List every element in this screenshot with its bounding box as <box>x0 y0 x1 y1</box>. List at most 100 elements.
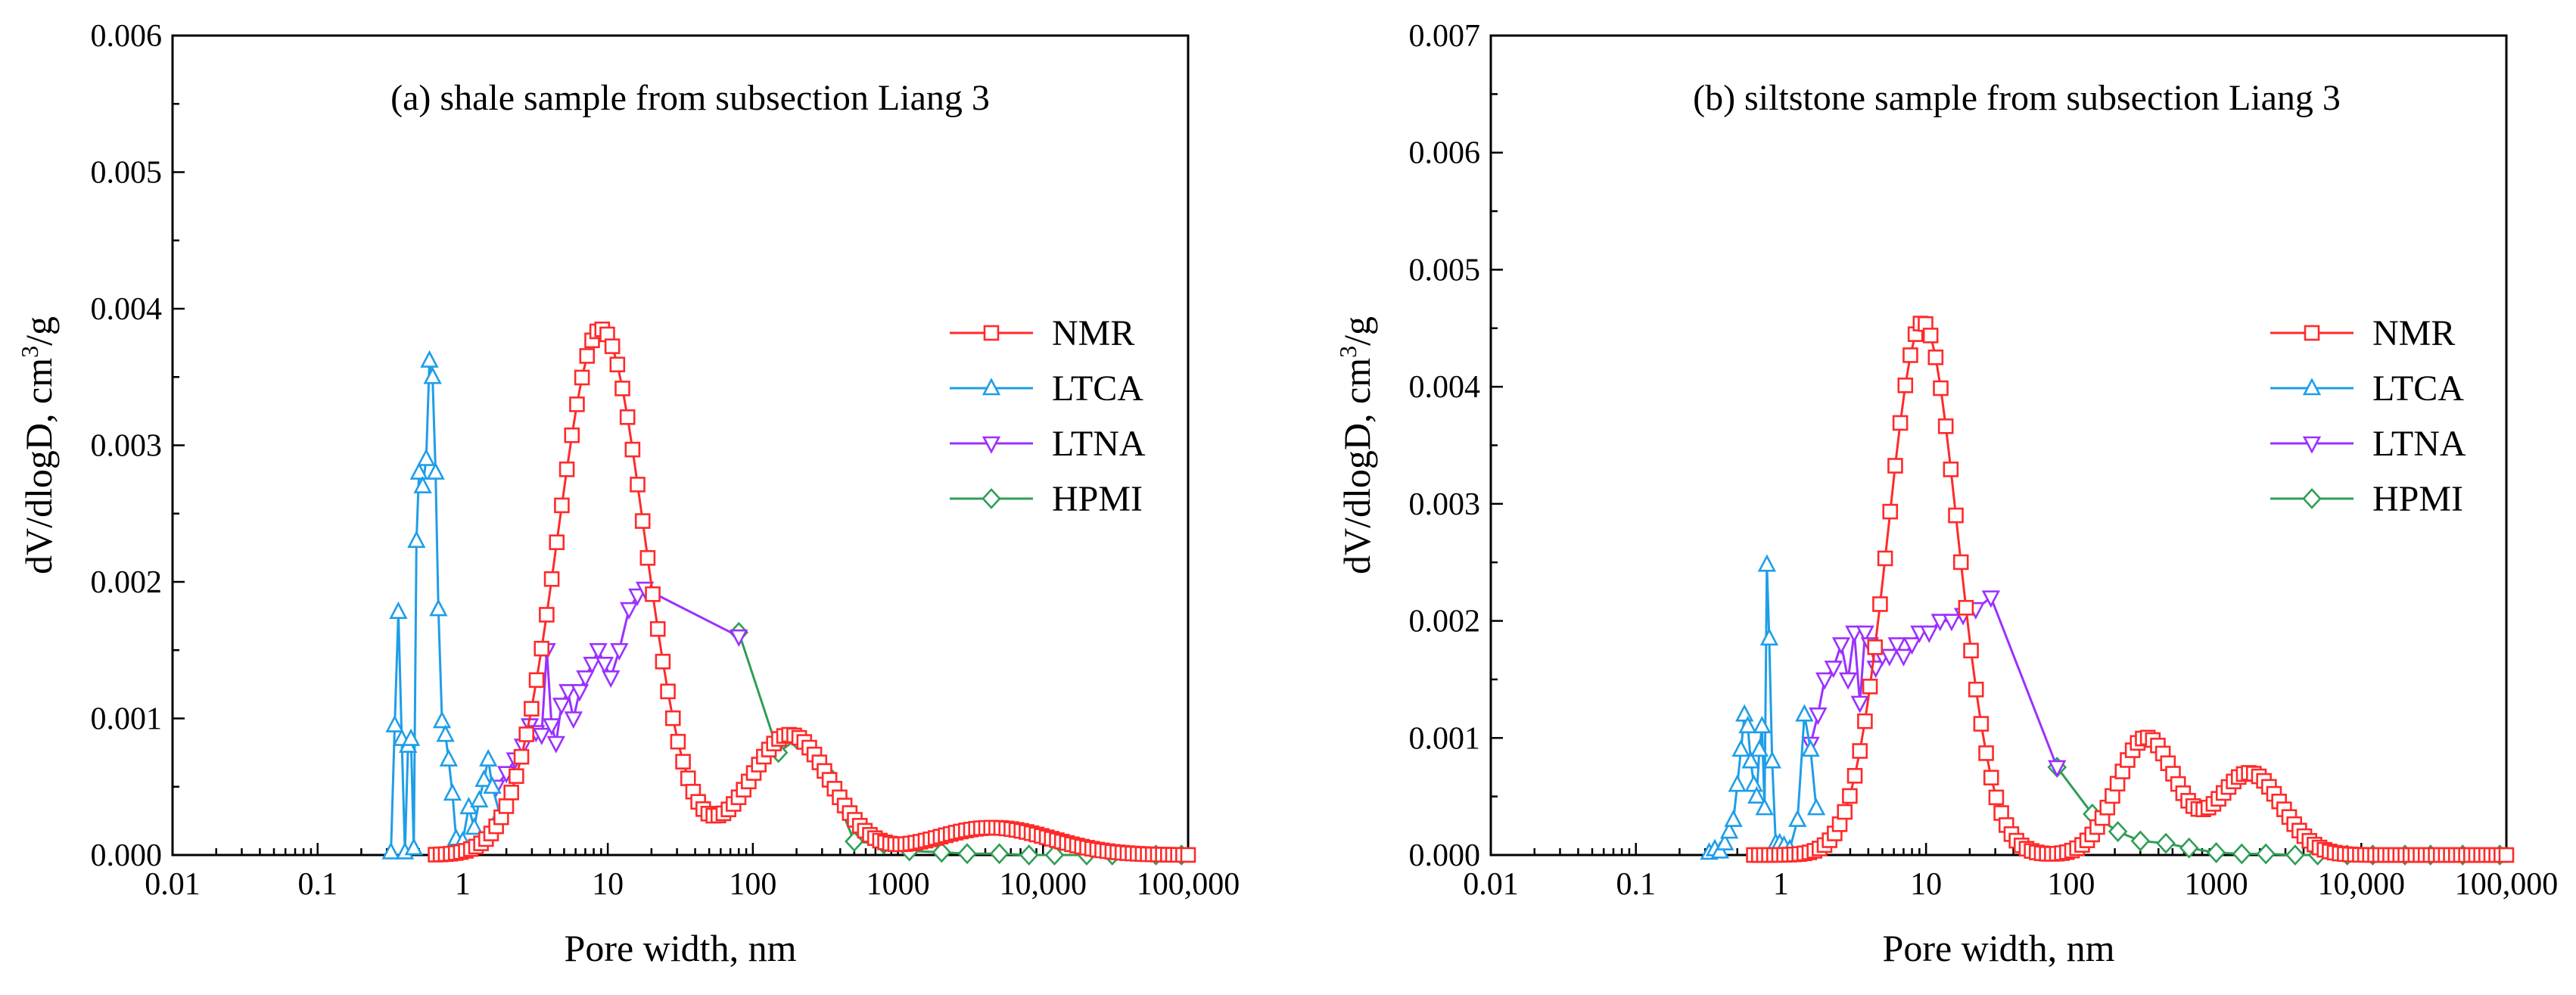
panel-b-legend-item-nmr: NMR <box>2270 313 2455 353</box>
panel-a-ltca-point <box>416 448 436 466</box>
panel-b-nmr-point <box>1988 789 2005 806</box>
panel-a-series-ltna <box>487 581 748 798</box>
panel-a-nmr-point <box>513 748 530 765</box>
panel-a-nmr-point <box>655 654 671 670</box>
panel-b-plot-frame <box>1489 34 2508 857</box>
panel-b-nmr-point <box>1937 418 1954 434</box>
panel-b-x-tick-label: 10 <box>1910 867 1942 902</box>
panel-a-y-tick-label: 0.006 <box>91 19 163 54</box>
panel-b-hpmi-point <box>2285 844 2305 866</box>
panel-a-ltna-point <box>576 670 595 689</box>
panel-a-nmr-point <box>664 710 681 726</box>
panel-a-nmr-point <box>630 477 646 493</box>
panel-b-ltca-point <box>1716 832 1734 850</box>
panel-b-ltna-point <box>1831 637 1851 655</box>
panel-a-legend-item-nmr: NMR <box>950 313 1134 353</box>
panel-a-ltca-point <box>483 776 502 794</box>
panel-b-y-axis-title: dV/dlogD, cm3/g <box>1334 316 1378 574</box>
panel-b-ltna-point <box>1981 590 2001 608</box>
panel-a-x-axis-title: Pore width, nm <box>565 927 797 969</box>
panel-a-nmr-point <box>549 534 565 550</box>
panel-a-legend-label: LTCA <box>1052 368 1143 409</box>
panel-b-x-tick-label: 0.01 <box>1463 867 1519 902</box>
panel-b-nmr-point <box>2498 847 2515 863</box>
panel-b-nmr-point <box>1933 380 1949 396</box>
panel-b-series-ltca <box>1700 554 1826 860</box>
panel-a-legend-item-ltca: LTCA <box>950 368 1143 409</box>
panel-b-ltca-point <box>1724 809 1743 827</box>
panel-b-y-tick-label: 0.003 <box>1409 487 1481 522</box>
panel-a-ltca-point <box>439 748 459 766</box>
panel-b-legend-label: LTNA <box>2372 424 2466 464</box>
panel-a-ltna-point <box>602 670 621 689</box>
panel-a-ltna-point <box>546 735 565 754</box>
panel-a-plot-frame <box>171 34 1190 857</box>
panel-b-ltca-point <box>1759 627 1779 646</box>
panel-a-y-axis-title-main: dV/dlogD, cm <box>17 358 60 574</box>
panel-a-x-tick-label: 1000 <box>866 867 930 902</box>
panel-a-ltca-point <box>465 817 484 835</box>
panel-a-ltca-point <box>436 724 455 742</box>
panel-a-legend: NMR LTCA LTNA HPMI <box>950 313 1146 519</box>
panel-a-nmr-point <box>539 607 555 623</box>
panel-b-hpmi-point <box>2232 843 2252 865</box>
panel-b-ltna-point <box>1920 625 1939 643</box>
panel-b-nmr-point <box>1897 378 1914 393</box>
panel-a-legend-label: LTNA <box>1052 424 1146 464</box>
panel-a-y-tick-label: 0.004 <box>91 292 163 327</box>
panel-a: 0.01 0.1 1 10 100 1000 10,000 100,000 0.000 0.001… <box>16 19 1240 969</box>
panel-b-y-tick-label: 0.002 <box>1409 605 1481 639</box>
panel-a-ltca-point <box>401 728 421 746</box>
panel-a-nmr-point <box>634 513 651 529</box>
panel-a-ltna-point <box>589 642 608 661</box>
panel-b-ltna-point <box>1838 672 1858 690</box>
panel-a-ltca-point <box>389 601 408 620</box>
panel-a-x-tick-label: 1 <box>455 867 471 902</box>
panel-b-ltca-point <box>1801 738 1820 757</box>
panel-b-legend-label: NMR <box>2372 313 2455 353</box>
panel-b-nmr-point <box>1877 550 1893 567</box>
panel-b-y-tick-label: 0.005 <box>1409 253 1481 288</box>
panel-a-ltca-point <box>385 714 404 732</box>
panel-b-nmr-point <box>1846 768 1863 784</box>
panel-a-nmr-point <box>639 550 656 566</box>
panel-a-ltna-point <box>558 684 577 702</box>
panel-b-nmr-point <box>1887 458 1903 474</box>
panel-a-nmr-point <box>670 733 686 750</box>
panel-b-ltna-point <box>1942 614 1962 632</box>
panel-a-ltca-point <box>381 841 400 860</box>
panel-b-ltca-point <box>1753 716 1772 734</box>
panel-a-ltca-point <box>404 838 423 856</box>
panel-b-nmr-point <box>1892 415 1909 431</box>
panel-a-nmr-point <box>574 369 590 386</box>
panel-a-series-nmr <box>428 321 1196 863</box>
panel-b: 0.01 0.1 1 10 100 1000 10,000 100,000 0.000 0.001… <box>1334 19 2558 969</box>
panel-a-ltna-point <box>583 656 602 675</box>
panel-b-hpmi-point <box>2156 832 2176 854</box>
panel-a-nmr-point <box>569 396 585 412</box>
panel-b-y-axis-title-main: dV/dlogD, cm <box>1336 358 1378 574</box>
panel-b-nmr-point <box>1872 596 1888 612</box>
panel-b-nmr-point <box>1902 347 1918 363</box>
panel-a-nmr-point <box>645 586 661 602</box>
panel-b-nmr-point <box>1973 716 1990 732</box>
panel-b-ltca-point <box>1734 704 1754 722</box>
panel-b-hpmi-point <box>2256 843 2276 865</box>
panel-a-nmr-point <box>534 640 550 657</box>
panel-a-nmr-point <box>624 441 641 458</box>
panel-a-y-axis-title-superscript: 3 <box>16 346 43 358</box>
panel-b-y-tick-label: 0.000 <box>1409 838 1481 873</box>
panel-a-y-axis-title-unit: /g <box>17 316 60 346</box>
panel-a-hpmi-point <box>957 843 977 865</box>
panel-b-ltna-point <box>1902 637 1921 655</box>
panel-b-legend-item-hpmi: HPMI <box>2270 479 2463 519</box>
panel-a-ltca-point <box>470 790 489 808</box>
panel-a-nmr-point <box>498 798 515 814</box>
panel-a-nmr-point <box>604 338 621 354</box>
panel-b-nmr-point <box>1952 554 1969 571</box>
panel-a-x-tick-label: 0.01 <box>145 867 201 902</box>
panel-b-legend-label: LTCA <box>2372 368 2464 409</box>
panel-b-title: (b) siltstone sample from subsection Lia… <box>1693 78 2341 118</box>
panel-b-x-tick-label: 100,000 <box>2455 867 2559 902</box>
panel-b-x-axis-title: Pore width, nm <box>1883 927 2115 969</box>
